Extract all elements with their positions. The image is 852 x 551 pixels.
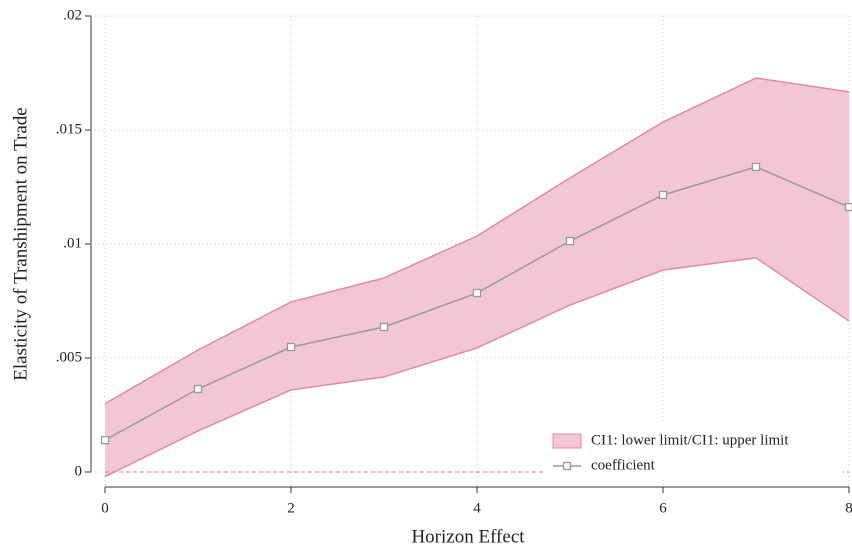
x-tick-label: 0 (101, 500, 109, 516)
y-axis-title: Elasticity of Transhipment on Trade (10, 107, 31, 380)
y-tick-label: 0 (75, 463, 83, 479)
x-tick-label: 4 (473, 500, 481, 516)
legend-label: coefficient (591, 457, 656, 473)
legend-marker (562, 461, 572, 471)
y-tick-label: .01 (63, 235, 82, 251)
coefficient-marker (565, 236, 575, 246)
y-tick-label: .02 (63, 7, 82, 23)
coefficient-marker (844, 202, 852, 212)
ci-lower (104, 257, 850, 478)
coefficient-marker (193, 384, 203, 394)
x-tick-label: 8 (845, 500, 852, 516)
x-tick-label: 2 (287, 500, 295, 516)
legend-background (543, 424, 843, 480)
coefficient-marker (100, 435, 110, 445)
y-tick-label: .015 (56, 121, 82, 137)
y-tick-label: .005 (56, 349, 82, 365)
x-axis-title: Horizon Effect (411, 526, 525, 547)
legend-swatch (552, 433, 582, 449)
coefficient-marker (472, 288, 482, 298)
ci-upper (104, 77, 850, 405)
coefficient-marker (286, 342, 296, 352)
ci-band (105, 78, 849, 477)
coefficient-marker (379, 322, 389, 332)
coefficient-marker (751, 162, 761, 172)
x-tick-label: 6 (659, 500, 667, 516)
coefficient-marker (658, 190, 668, 200)
legend-label: CI1: lower limit/CI1: upper limit (591, 432, 789, 448)
